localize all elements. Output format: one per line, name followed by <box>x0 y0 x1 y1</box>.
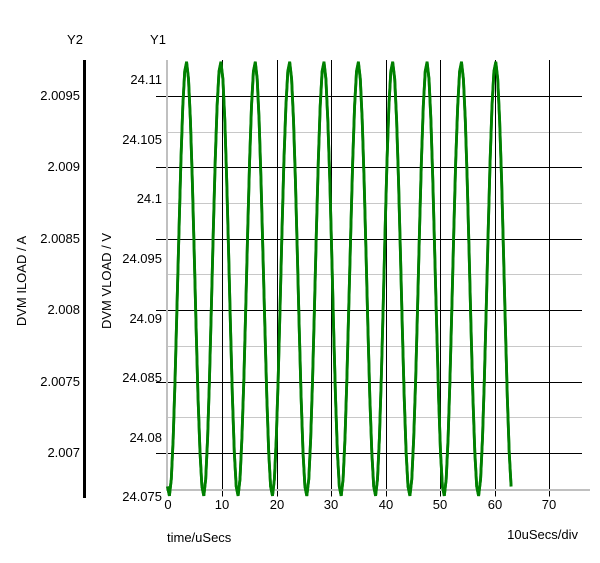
y1-tick-label: 24.09 <box>129 311 162 326</box>
x-tick-label: 40 <box>378 497 394 512</box>
x-tick-label: 10 <box>214 497 230 512</box>
waveform-trace <box>166 61 513 497</box>
y1-tick-label: 24.085 <box>122 370 162 385</box>
x-axis-line <box>166 489 590 491</box>
y1-tick-label: 24.1 <box>136 191 162 206</box>
y2-axis-line <box>83 60 86 498</box>
y1-axis-title: DVM VLOAD / V <box>99 232 114 330</box>
y1-tick-label: 24.08 <box>129 430 162 445</box>
y1-axis-line <box>166 60 168 489</box>
y1-tick-label: 24.105 <box>122 132 162 147</box>
y2-tick-label: 2.007 <box>47 445 80 460</box>
y1-tick-label: 24.11 <box>130 72 162 87</box>
y2-tick-label: 2.0075 <box>40 374 80 389</box>
y1-tick-label: 24.095 <box>122 251 162 266</box>
y2-tick-label: 2.008 <box>47 302 80 317</box>
y2-tick-label: 2.009 <box>47 159 80 174</box>
x-tick-label: 0 <box>164 497 172 512</box>
x-tick-label: 50 <box>432 497 448 512</box>
y1-axis-header: Y1 <box>150 32 166 47</box>
x-axis-title: time/uSecs <box>167 530 232 545</box>
x-tick-label: 60 <box>487 497 503 512</box>
y1-tick-label: 24.075 <box>122 489 162 504</box>
x-axis-per-div-label: 10uSecs/div <box>507 527 578 542</box>
x-tick-label: 30 <box>323 497 339 512</box>
y2-tick-label: 2.0095 <box>40 88 80 103</box>
x-tick-label: 20 <box>269 497 285 512</box>
x-tick-label: 70 <box>541 497 557 512</box>
y2-axis-header: Y2 <box>67 32 83 47</box>
y2-tick-label: 2.0085 <box>40 231 80 246</box>
